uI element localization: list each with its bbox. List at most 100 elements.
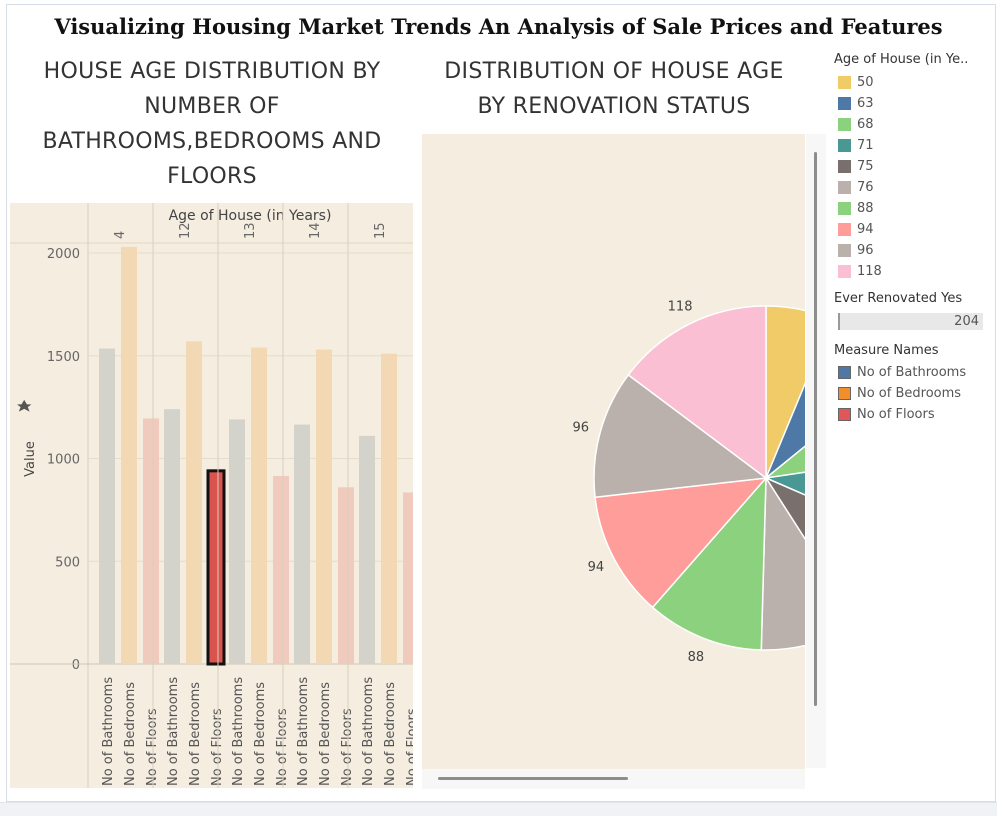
legend-swatch bbox=[838, 181, 851, 194]
bar-no-of-bedrooms[interactable] bbox=[316, 349, 332, 664]
x-tick-label: No of Bathrooms bbox=[166, 677, 181, 786]
top-axis-label: Age of House (in Years) bbox=[169, 208, 332, 224]
age-legend-item[interactable]: 88 bbox=[834, 198, 882, 219]
pie-slice-label: 88 bbox=[688, 650, 705, 665]
legend-label: No of Bathrooms bbox=[857, 365, 967, 380]
group-header-label: 15 bbox=[373, 222, 388, 239]
bottom-strip bbox=[0, 802, 997, 816]
legend-label: 88 bbox=[857, 201, 874, 216]
x-tick-label: No of Floors bbox=[405, 708, 413, 786]
legend-swatch bbox=[838, 118, 851, 131]
age-legend-item[interactable]: 75 bbox=[834, 156, 882, 177]
legend-swatch bbox=[838, 202, 851, 215]
y-tick-label: 1500 bbox=[47, 350, 80, 365]
pie-horizontal-scrollbar[interactable] bbox=[422, 769, 805, 789]
pie-slice-88[interactable] bbox=[651, 475, 767, 651]
age-legend-list: 50 63 68 71 75 76 88 94 96 118 bbox=[834, 72, 882, 282]
renovated-filter-bar[interactable]: 204 bbox=[838, 313, 983, 330]
legend-label: 68 bbox=[857, 117, 874, 132]
bar-title-line: NUMBER OF bbox=[144, 94, 280, 119]
bar-no-of-bathrooms[interactable] bbox=[99, 348, 115, 664]
bar-no-of-floors[interactable] bbox=[206, 469, 226, 666]
pie-title-line: DISTRIBUTION OF HOUSE AGE bbox=[444, 59, 784, 84]
vertical-scroll-thumb[interactable] bbox=[814, 152, 817, 706]
group-header-label: 12 bbox=[178, 222, 193, 239]
x-tick-label: No of Bedrooms bbox=[188, 682, 203, 786]
legend-swatch bbox=[838, 160, 851, 173]
pie-slice-label: 96 bbox=[572, 421, 589, 436]
bar-no-of-bathrooms[interactable] bbox=[359, 435, 375, 664]
x-tick-label: No of Bedrooms bbox=[123, 682, 138, 786]
age-legend-item[interactable]: 63 bbox=[834, 93, 882, 114]
age-legend-title: Age of House (in Ye.. bbox=[834, 52, 969, 67]
legend-label: 75 bbox=[857, 159, 874, 174]
age-legend-item[interactable]: 71 bbox=[834, 135, 882, 156]
y-axis-label: Value bbox=[23, 441, 38, 477]
bar-no-of-floors[interactable] bbox=[338, 487, 354, 664]
legend-swatch bbox=[838, 139, 851, 152]
bar-chart-title: HOUSE AGE DISTRIBUTION BY NUMBER OF BATH… bbox=[12, 54, 412, 194]
measure-legend-item[interactable]: No of Bedrooms bbox=[834, 383, 966, 404]
pie-chart-panel: 76 88 94 96 118 bbox=[422, 134, 939, 789]
measure-legend-title: Measure Names bbox=[834, 343, 939, 358]
legend-label: No of Floors bbox=[857, 407, 935, 422]
y-tick-label: 2000 bbox=[47, 247, 80, 262]
group-header-label: 14 bbox=[308, 222, 323, 239]
bar-no-of-bedrooms[interactable] bbox=[381, 353, 397, 664]
age-legend-item[interactable]: 68 bbox=[834, 114, 882, 135]
pie-slice-118[interactable] bbox=[627, 305, 767, 480]
legend-label: 96 bbox=[857, 243, 874, 258]
legend-swatch bbox=[838, 97, 851, 110]
legend-swatch bbox=[838, 265, 851, 278]
x-tick-label: No of Bathrooms bbox=[231, 677, 246, 786]
pie-slice-94[interactable] bbox=[594, 477, 768, 609]
pie-vertical-scrollbar[interactable] bbox=[806, 134, 826, 768]
age-legend-item[interactable]: 94 bbox=[834, 219, 882, 240]
pie-chart-title: DISTRIBUTION OF HOUSE AGE BY RENOVATION … bbox=[422, 54, 806, 124]
bar-chart-panel: 0 500 1000 1500 2000 Value Age of House (in Ye… bbox=[10, 203, 420, 788]
renovated-filter-title: Ever Renovated Yes bbox=[834, 291, 963, 306]
main-title: Visualizing Housing Market Trends An Ana… bbox=[54, 14, 943, 39]
age-legend-item[interactable]: 50 bbox=[834, 72, 882, 93]
y-tick-label: 1000 bbox=[47, 453, 80, 468]
bar-no-of-bathrooms[interactable] bbox=[229, 419, 245, 664]
bar-no-of-bedrooms[interactable] bbox=[121, 246, 137, 664]
legend-swatch bbox=[838, 244, 851, 257]
legend-label: No of Bedrooms bbox=[857, 386, 962, 401]
legend-label: 50 bbox=[857, 75, 874, 90]
bar-no-of-floors[interactable] bbox=[143, 418, 159, 664]
renovated-count: 204 bbox=[954, 314, 979, 329]
bar-no-of-floors[interactable] bbox=[273, 475, 289, 664]
bar-no-of-bedrooms[interactable] bbox=[186, 341, 202, 664]
bar-no-of-bathrooms[interactable] bbox=[294, 424, 310, 664]
bar-title-line: BATHROOMS,BEDROOMS AND bbox=[42, 129, 382, 154]
measure-legend-list: No of Bathrooms No of Bedrooms No of Floor… bbox=[834, 362, 966, 425]
sort-icon[interactable] bbox=[17, 399, 32, 412]
bar-no-of-bathrooms[interactable] bbox=[164, 409, 180, 664]
bar-no-of-bedrooms[interactable] bbox=[251, 347, 267, 664]
legend-swatch bbox=[838, 366, 851, 379]
legend-swatch bbox=[838, 76, 851, 89]
legend-label: 94 bbox=[857, 222, 874, 237]
pie-slice-96[interactable] bbox=[593, 373, 768, 499]
y-tick-label: 500 bbox=[55, 555, 80, 570]
age-legend-item[interactable]: 118 bbox=[834, 261, 882, 282]
pie-slice-label: 94 bbox=[588, 560, 605, 575]
horizontal-scroll-thumb[interactable] bbox=[438, 777, 628, 780]
age-legend-item[interactable]: 96 bbox=[834, 240, 882, 261]
x-tick-label: No of Bathrooms bbox=[296, 677, 311, 786]
pie-title-line: BY RENOVATION STATUS bbox=[477, 94, 751, 119]
bar-title-line: HOUSE AGE DISTRIBUTION BY bbox=[43, 59, 381, 84]
x-tick-label: No of Bedrooms bbox=[383, 682, 398, 786]
legend-swatch bbox=[838, 223, 851, 236]
legend-swatch bbox=[838, 408, 851, 421]
group-header-label: 4 bbox=[113, 231, 128, 239]
measure-legend-item[interactable]: No of Bathrooms bbox=[834, 362, 966, 383]
measure-legend-item[interactable]: No of Floors bbox=[834, 404, 966, 425]
bar-no-of-floors[interactable] bbox=[403, 492, 419, 664]
legend-swatch bbox=[838, 387, 851, 400]
x-tick-label: No of Bathrooms bbox=[361, 677, 376, 786]
age-legend-item[interactable]: 76 bbox=[834, 177, 882, 198]
